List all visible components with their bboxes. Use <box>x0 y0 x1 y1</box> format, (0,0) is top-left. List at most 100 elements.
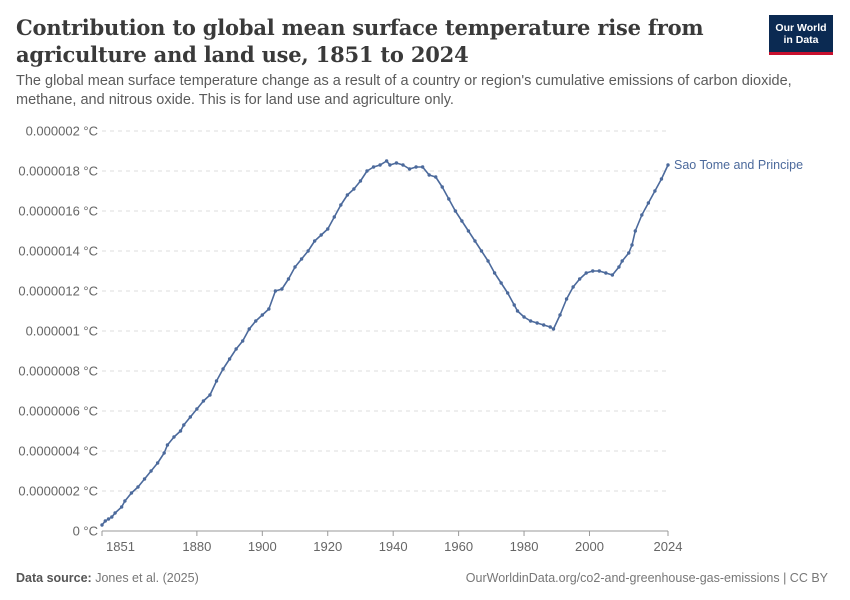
data-point <box>123 499 127 503</box>
data-point <box>620 259 624 263</box>
y-tick-label: 0.0000002 °C <box>18 484 98 499</box>
data-point <box>548 325 552 329</box>
data-point <box>515 309 520 313</box>
y-tick-label: 0.000002 °C <box>26 124 98 139</box>
data-point <box>646 201 651 205</box>
data-point <box>378 163 382 167</box>
data-point <box>149 469 153 473</box>
data-point <box>388 163 392 167</box>
x-tick-label: 1851 <box>106 539 135 554</box>
owid-logo[interactable]: Our World in Data <box>769 15 833 55</box>
x-tick-label: 1940 <box>379 539 408 554</box>
data-point <box>358 179 363 183</box>
data-point <box>659 177 664 181</box>
data-point <box>234 347 238 351</box>
data-point <box>564 297 569 301</box>
data-point <box>339 203 343 207</box>
x-tick-label: 2024 <box>654 539 683 554</box>
data-point <box>365 169 369 173</box>
data-point <box>427 173 431 177</box>
data-point <box>136 485 140 489</box>
y-tick-label: 0.0000018 °C <box>18 164 98 179</box>
data-point <box>610 273 615 277</box>
data-point <box>512 303 516 307</box>
data-point <box>604 271 608 275</box>
series-line <box>101 160 669 526</box>
data-point <box>460 219 464 223</box>
data-point <box>666 163 670 167</box>
data-point <box>286 277 291 281</box>
y-tick-label: 0.000001 °C <box>26 324 98 339</box>
data-point <box>633 229 637 233</box>
data-point <box>571 285 575 289</box>
data-point <box>453 209 458 213</box>
data-point <box>254 319 258 323</box>
data-point <box>597 269 601 273</box>
data-point <box>466 229 471 233</box>
data-point <box>155 461 160 465</box>
data-point <box>103 519 107 523</box>
data-point <box>332 215 336 219</box>
x-tick-label: 1920 <box>313 539 342 554</box>
data-point <box>479 249 484 253</box>
data-point <box>201 399 206 403</box>
data-point <box>591 269 595 273</box>
data-point <box>541 323 546 327</box>
y-tick-label: 0.0000004 °C <box>18 444 98 459</box>
data-point <box>221 367 225 371</box>
data-point <box>414 165 418 169</box>
data-point <box>208 393 212 397</box>
data-source: Data source: Jones et al. (2025) <box>16 571 199 585</box>
data-point <box>312 239 317 243</box>
y-tick-label: 0 °C <box>73 524 98 539</box>
data-point <box>110 515 114 519</box>
data-point <box>492 271 497 275</box>
y-tick-label: 0.0000006 °C <box>18 404 98 419</box>
data-point <box>630 243 634 247</box>
data-point <box>306 249 310 253</box>
logo-line-2: in Data <box>783 33 819 46</box>
data-point <box>551 327 556 331</box>
data-point <box>326 227 330 231</box>
footer-url[interactable]: OurWorldinData.org/co2-and-greenhouse-ga… <box>465 571 828 585</box>
data-point <box>129 491 134 495</box>
grid-layer <box>102 130 668 492</box>
data-point <box>240 339 245 343</box>
data-point <box>522 315 526 319</box>
data-point <box>142 477 147 481</box>
data-point <box>165 443 170 447</box>
y-tick-label: 0.0000016 °C <box>18 204 98 219</box>
data-point <box>584 271 588 275</box>
x-tick-label: 1960 <box>444 539 473 554</box>
chart-subtitle: The global mean surface temperature chan… <box>16 73 792 108</box>
data-point <box>447 197 451 201</box>
data-point <box>113 511 117 515</box>
data-point <box>182 423 186 427</box>
data-point <box>178 429 183 433</box>
y-tick-label: 0.0000008 °C <box>18 364 98 379</box>
data-point <box>473 239 477 243</box>
x-tick-label: 1900 <box>248 539 277 554</box>
data-point <box>434 175 438 179</box>
data-point <box>394 161 399 165</box>
data-point <box>440 185 444 189</box>
data-point <box>106 517 111 521</box>
data-point <box>558 313 562 317</box>
data-point <box>505 291 510 295</box>
x-tick-label: 1980 <box>510 539 539 554</box>
data-point <box>653 189 657 193</box>
data-source-text[interactable]: Jones et al. (2025) <box>95 571 199 585</box>
data-point <box>293 265 297 269</box>
data-point <box>352 187 356 191</box>
data-point <box>247 327 251 331</box>
series-layer: Sao Tome and Principe <box>100 158 803 527</box>
data-point <box>299 257 304 261</box>
data-point <box>420 165 425 169</box>
data-point <box>100 523 104 527</box>
data-point <box>319 233 323 237</box>
data-point <box>345 193 350 197</box>
data-point <box>407 167 412 171</box>
data-point <box>260 313 265 317</box>
x-tick-label: 2000 <box>575 539 604 554</box>
data-point <box>172 435 176 439</box>
